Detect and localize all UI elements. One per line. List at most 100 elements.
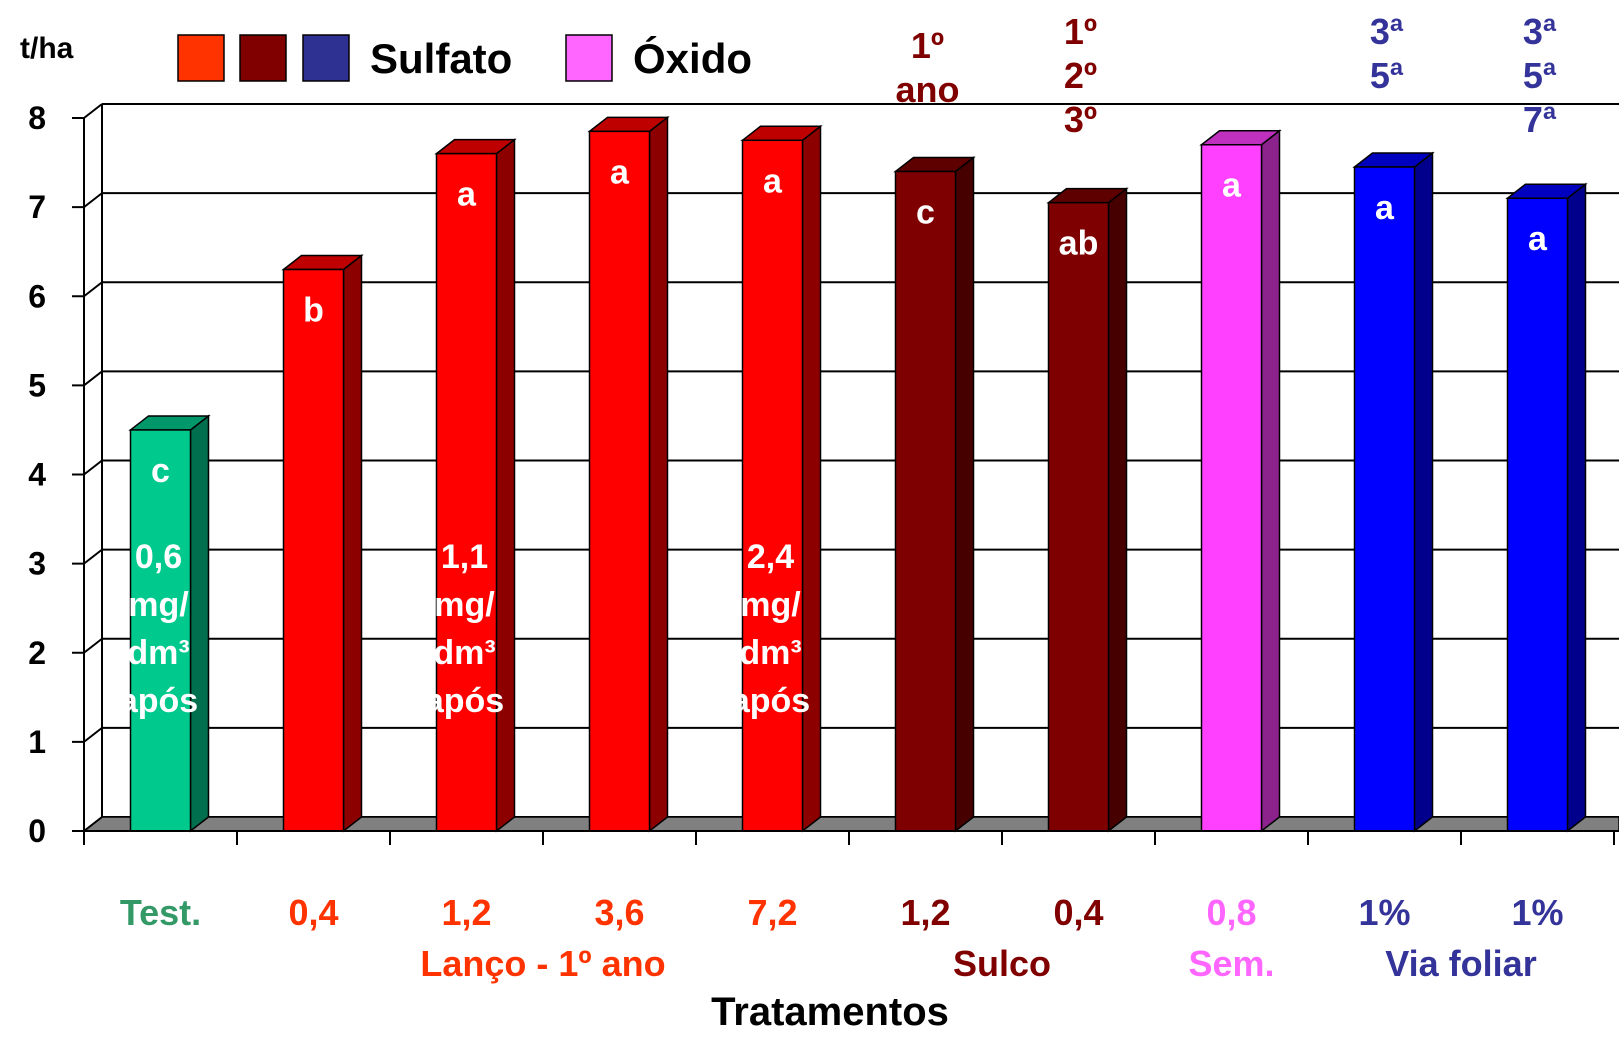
y-tick-label: 8 bbox=[28, 100, 46, 136]
x-tick-label: Test. bbox=[120, 892, 201, 933]
bar-3: a bbox=[587, 115, 670, 833]
x-tick-label: 1,2 bbox=[441, 892, 491, 933]
bar-note: 0,6 mg/dm³ após bbox=[119, 538, 198, 720]
bar-note-line: após bbox=[119, 682, 198, 720]
bar-front bbox=[741, 139, 804, 832]
bar-front bbox=[894, 170, 957, 832]
bar-front bbox=[1200, 143, 1263, 832]
bar-note-line: mg/ bbox=[434, 586, 495, 624]
timing-annotation-line: 7ª bbox=[1523, 99, 1557, 140]
timing-annotation-line: 3ª bbox=[1523, 11, 1557, 52]
y-tick-depth bbox=[83, 727, 103, 743]
bar-front bbox=[435, 152, 498, 832]
bar-letter-label: c bbox=[916, 193, 935, 231]
timing-annotation-line: 1º bbox=[911, 25, 944, 66]
x-axis-title: Tratamentos bbox=[711, 990, 949, 1034]
bar-letter-label: a bbox=[763, 162, 783, 200]
timing-annotation-line: 5ª bbox=[1523, 55, 1557, 96]
legend-label-oxido: Óxido bbox=[633, 34, 752, 82]
bar-side bbox=[954, 155, 975, 833]
bar-note-line: 0,6 bbox=[135, 538, 182, 576]
bar-note-line: mg/ bbox=[740, 586, 801, 624]
bar-4: a bbox=[740, 124, 823, 833]
y-tick-label: 0 bbox=[28, 813, 46, 849]
timing-annotation-line: 3ª bbox=[1370, 11, 1404, 52]
bar-0: c bbox=[128, 414, 211, 833]
bar-front bbox=[1047, 201, 1110, 832]
x-tick-label: 1% bbox=[1358, 892, 1410, 933]
y-tick-label: 5 bbox=[28, 367, 46, 403]
bar-side bbox=[801, 124, 822, 833]
y-tick-label: 1 bbox=[28, 724, 46, 760]
y-tick-depth bbox=[83, 548, 103, 565]
x-tick-label: 0,4 bbox=[1053, 892, 1103, 933]
timing-annotation-line: ano bbox=[895, 69, 959, 110]
bar-front bbox=[129, 429, 192, 832]
x-axis: Test. 0,4 1,2 3,6 7,2 1,2 0,4 0,8 1% 1% Lanço - 1º… bbox=[83, 830, 1619, 984]
bar-9: a bbox=[1505, 182, 1588, 833]
bar-letter-label: a bbox=[457, 176, 477, 214]
y-tick-depth bbox=[83, 281, 103, 298]
y-axis-title: t/ha bbox=[20, 32, 74, 65]
bar-side bbox=[495, 138, 516, 833]
group-label: Sem. bbox=[1188, 943, 1274, 984]
y-tick-label: 4 bbox=[28, 457, 46, 493]
bar-note: 2,4 mg/dm³ após bbox=[731, 538, 810, 720]
x-tick-label: 0,4 bbox=[288, 892, 338, 933]
bar-letter-label: a bbox=[1375, 189, 1395, 227]
bar-letter-label: a bbox=[1528, 220, 1548, 258]
legend-swatch-oxido bbox=[565, 34, 613, 82]
legend-swatch-sulco bbox=[239, 34, 287, 82]
timing-annotation-line: 3º bbox=[1064, 99, 1097, 140]
bar-note: 1,1 mg/dm³ após bbox=[425, 538, 504, 720]
bar-1: b bbox=[281, 253, 364, 833]
bar-note-line: dm³ bbox=[433, 634, 495, 672]
bar-note-line: 2,4 bbox=[747, 538, 794, 576]
bar-letter-label: ab bbox=[1059, 225, 1099, 263]
legend: Sulfato Óxido bbox=[177, 34, 752, 82]
group-label: Lanço - 1º ano bbox=[420, 943, 665, 984]
y-tick-depth bbox=[83, 816, 103, 832]
bar-note-line: mg/ bbox=[128, 586, 189, 624]
y-tick-depth bbox=[83, 370, 103, 387]
y-tick-label: 2 bbox=[28, 635, 46, 671]
bar-side bbox=[1566, 182, 1587, 833]
bar-letter-label: b bbox=[303, 292, 324, 330]
bar-front bbox=[1353, 166, 1416, 832]
timing-annotation-line: 5ª bbox=[1370, 55, 1404, 96]
bar-side bbox=[648, 115, 669, 833]
bar-front bbox=[282, 268, 345, 832]
x-tick-label: 0,8 bbox=[1206, 892, 1256, 933]
bar-note-line: após bbox=[425, 682, 504, 720]
x-tick-label: 3,6 bbox=[594, 892, 644, 933]
bar-note-line: dm³ bbox=[739, 634, 801, 672]
bar-7: a bbox=[1199, 129, 1282, 833]
y-tick-label: 7 bbox=[28, 189, 46, 225]
bar-side bbox=[342, 253, 363, 833]
bar-note-line: após bbox=[731, 682, 810, 720]
bar-letter-label: a bbox=[610, 153, 630, 191]
bar-letter-label: a bbox=[1222, 167, 1242, 205]
legend-swatch-foliar bbox=[302, 34, 350, 82]
bar-letter-label: c bbox=[151, 452, 170, 490]
y-tick-label: 6 bbox=[28, 278, 46, 314]
group-label: Via foliar bbox=[1385, 943, 1536, 984]
x-tick-label: 1% bbox=[1511, 892, 1563, 933]
legend-swatch-lanco bbox=[177, 34, 225, 82]
y-tick-label: 3 bbox=[28, 546, 46, 582]
bar-front bbox=[1506, 197, 1569, 832]
bar-front bbox=[588, 130, 651, 832]
y-axis: 0 1 2 3 4 5 6 7 8 bbox=[28, 100, 103, 849]
timing-annotation-line: 1º bbox=[1064, 11, 1097, 52]
bar-side bbox=[189, 414, 210, 833]
timing-annotation-line: 2º bbox=[1064, 55, 1097, 96]
y-tick-depth bbox=[83, 637, 103, 654]
group-label: Sulco bbox=[953, 943, 1051, 984]
bar-note-line: 1,1 bbox=[441, 538, 488, 576]
bar-5: c bbox=[893, 155, 976, 833]
